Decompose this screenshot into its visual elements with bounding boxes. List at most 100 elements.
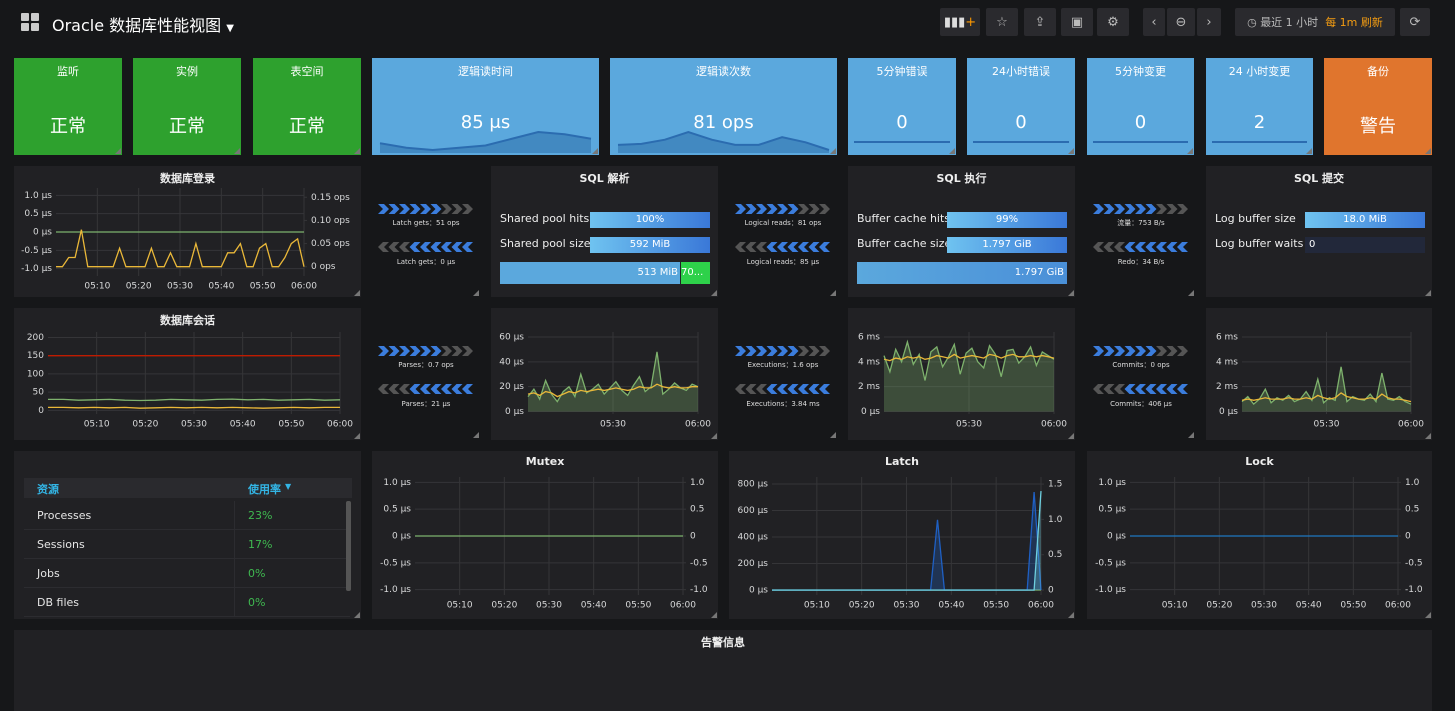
bar-gauge-panel: SQL 解析 Shared pool hits 100% Shared pool si… bbox=[491, 166, 718, 297]
add-panel-button[interactable]: ▮▮▮ + bbox=[940, 8, 980, 36]
refresh-button[interactable]: ⟳ bbox=[1400, 8, 1430, 36]
x-tick-label: 05:40 bbox=[208, 282, 234, 292]
flow-label: Executions：3.84 ms bbox=[746, 400, 820, 408]
chevron-right bbox=[756, 204, 767, 214]
chevron-right bbox=[462, 204, 473, 214]
flow-label: Redo：34 B/s bbox=[1117, 258, 1165, 266]
refresh-interval[interactable]: 每 1m 刷新 bbox=[1325, 16, 1383, 29]
resize-mark bbox=[1068, 290, 1074, 296]
flow-label: Commits：0 ops bbox=[1112, 361, 1170, 369]
stat-value: 0 bbox=[1134, 112, 1147, 133]
y-tick-label: 50 bbox=[33, 388, 45, 398]
chevron-left bbox=[735, 242, 746, 252]
chevron-left bbox=[1103, 242, 1115, 252]
series-area bbox=[528, 351, 698, 412]
resize-handle bbox=[711, 433, 717, 439]
series-line bbox=[1241, 366, 1412, 406]
flow-label: Parses：21 μs bbox=[401, 400, 451, 408]
dashboard-title[interactable]: Oracle 数据库性能视图 ▼ bbox=[52, 16, 234, 35]
resize-mark bbox=[234, 148, 240, 154]
resize-handle bbox=[115, 148, 121, 154]
chevron-left bbox=[409, 384, 421, 394]
graph-panel: Lock 1.0 μs 0.5 μs 0 μs -0.5 μs -1.0 μs 1.0 0.5… bbox=[1087, 451, 1432, 619]
sparkline bbox=[1324, 58, 1432, 155]
chevron-left bbox=[451, 242, 463, 252]
sparkline-area bbox=[380, 132, 591, 153]
sparkline bbox=[1212, 141, 1307, 143]
chevron-left bbox=[798, 384, 809, 394]
settings-button[interactable]: ⚙ bbox=[1097, 8, 1129, 36]
resize-mark bbox=[1187, 148, 1193, 154]
save-button[interactable]: ▣ bbox=[1061, 8, 1093, 36]
table-col-divider bbox=[234, 501, 235, 529]
table-col-divider bbox=[234, 530, 235, 558]
graph: 1.0 μs 0.5 μs 0 μs -0.5 μs -1.0 μs 0.15 ops 0.… bbox=[21, 188, 350, 292]
x-tick-label: 05:50 bbox=[983, 601, 1009, 611]
prev-button[interactable]: ‹ bbox=[1143, 8, 1165, 36]
resize-handle bbox=[1425, 433, 1431, 439]
x-tick-label: 06:00 bbox=[327, 420, 353, 430]
x-tick-label: 05:30 bbox=[536, 601, 562, 611]
y-tick-label: -0.5 μs bbox=[1095, 558, 1126, 568]
x-tick-label: 06:00 bbox=[670, 601, 696, 611]
flow-panel: Latch gets：51 ops Latch gets：0 μs bbox=[372, 166, 480, 297]
stat-panel: 监听 正常 bbox=[14, 58, 122, 155]
flow-label: Parses：0.7 ops bbox=[398, 361, 454, 369]
share-button[interactable]: ⇪ bbox=[1024, 8, 1056, 36]
zoom-button[interactable]: ⊖ bbox=[1167, 8, 1195, 36]
chevron-left bbox=[462, 242, 473, 252]
chevron-left bbox=[777, 242, 788, 252]
chevron-left bbox=[1166, 242, 1178, 252]
time-picker[interactable]: ◷ 最近 1 小时 每 1m 刷新 bbox=[1235, 8, 1395, 36]
resource-cell: Jobs bbox=[37, 567, 60, 580]
next-button[interactable]: › bbox=[1197, 8, 1221, 36]
resize-mark bbox=[1425, 290, 1431, 296]
x-tick-label: 05:30 bbox=[894, 601, 920, 611]
x-tick-label: 05:20 bbox=[849, 601, 875, 611]
chevron-right bbox=[787, 204, 799, 214]
x-tick-label: 05:30 bbox=[956, 420, 982, 430]
chevron-right bbox=[1114, 346, 1125, 356]
chevron-left bbox=[378, 384, 389, 394]
graph: 6 ms 4 ms 2 ms 0 μs 05:30 06:00 bbox=[1216, 332, 1424, 430]
resize-handle bbox=[354, 290, 360, 296]
stat-title: 5分钟变更 bbox=[1115, 65, 1166, 78]
stat-value: 正常 bbox=[169, 116, 205, 137]
y2-tick-label: -1.0 bbox=[1405, 585, 1423, 595]
chevron-right bbox=[1156, 204, 1167, 214]
y-tick-label: 2 ms bbox=[1216, 382, 1238, 392]
x-tick-label: 06:00 bbox=[685, 420, 711, 430]
gauge-bar: 592 MiB bbox=[590, 237, 710, 253]
chevron-left bbox=[430, 242, 442, 252]
graph-panel: 数据库会话 200 150 100 50 0 05:10 05:20 05:30 05:40 05:… bbox=[14, 308, 361, 440]
resource-cell: DB files bbox=[37, 596, 79, 609]
chevron-right bbox=[1093, 346, 1104, 356]
chevron-right bbox=[766, 204, 778, 214]
title-text[interactable]: Oracle 数据库性能视图 bbox=[52, 16, 222, 35]
flow-label: 流量：753 B/s bbox=[1117, 219, 1165, 227]
y-tick-label: 6 ms bbox=[858, 332, 880, 342]
star-button[interactable]: ☆ bbox=[986, 8, 1018, 36]
grid-icon[interactable] bbox=[21, 13, 39, 31]
resize-mark bbox=[1425, 612, 1431, 618]
chevron-left bbox=[1103, 384, 1115, 394]
resize-mark bbox=[473, 432, 479, 438]
y2-tick-label: 0 bbox=[1405, 532, 1411, 542]
gauge-bar: 1.797 GiB bbox=[947, 237, 1067, 253]
panel-title: 数据库会话 bbox=[160, 314, 215, 327]
series-area bbox=[884, 341, 1054, 412]
series-line bbox=[772, 491, 1042, 591]
panel-title: Lock bbox=[1245, 455, 1274, 468]
y-tick-label: 0 μs bbox=[749, 585, 768, 595]
gauge-label: Shared pool hits bbox=[500, 212, 590, 225]
x-tick-label: 05:10 bbox=[447, 601, 473, 611]
resize-mark bbox=[115, 148, 121, 154]
resize-mark bbox=[1188, 432, 1194, 438]
y-tick-label: 0 μs bbox=[505, 407, 524, 417]
series-line bbox=[56, 229, 305, 268]
resize-mark bbox=[1068, 148, 1074, 154]
scrollbar bbox=[346, 501, 351, 591]
time-range[interactable]: 最近 1 小时 bbox=[1260, 16, 1319, 29]
y2-tick-label: -0.5 bbox=[1405, 558, 1423, 568]
chevron-right bbox=[787, 346, 799, 356]
